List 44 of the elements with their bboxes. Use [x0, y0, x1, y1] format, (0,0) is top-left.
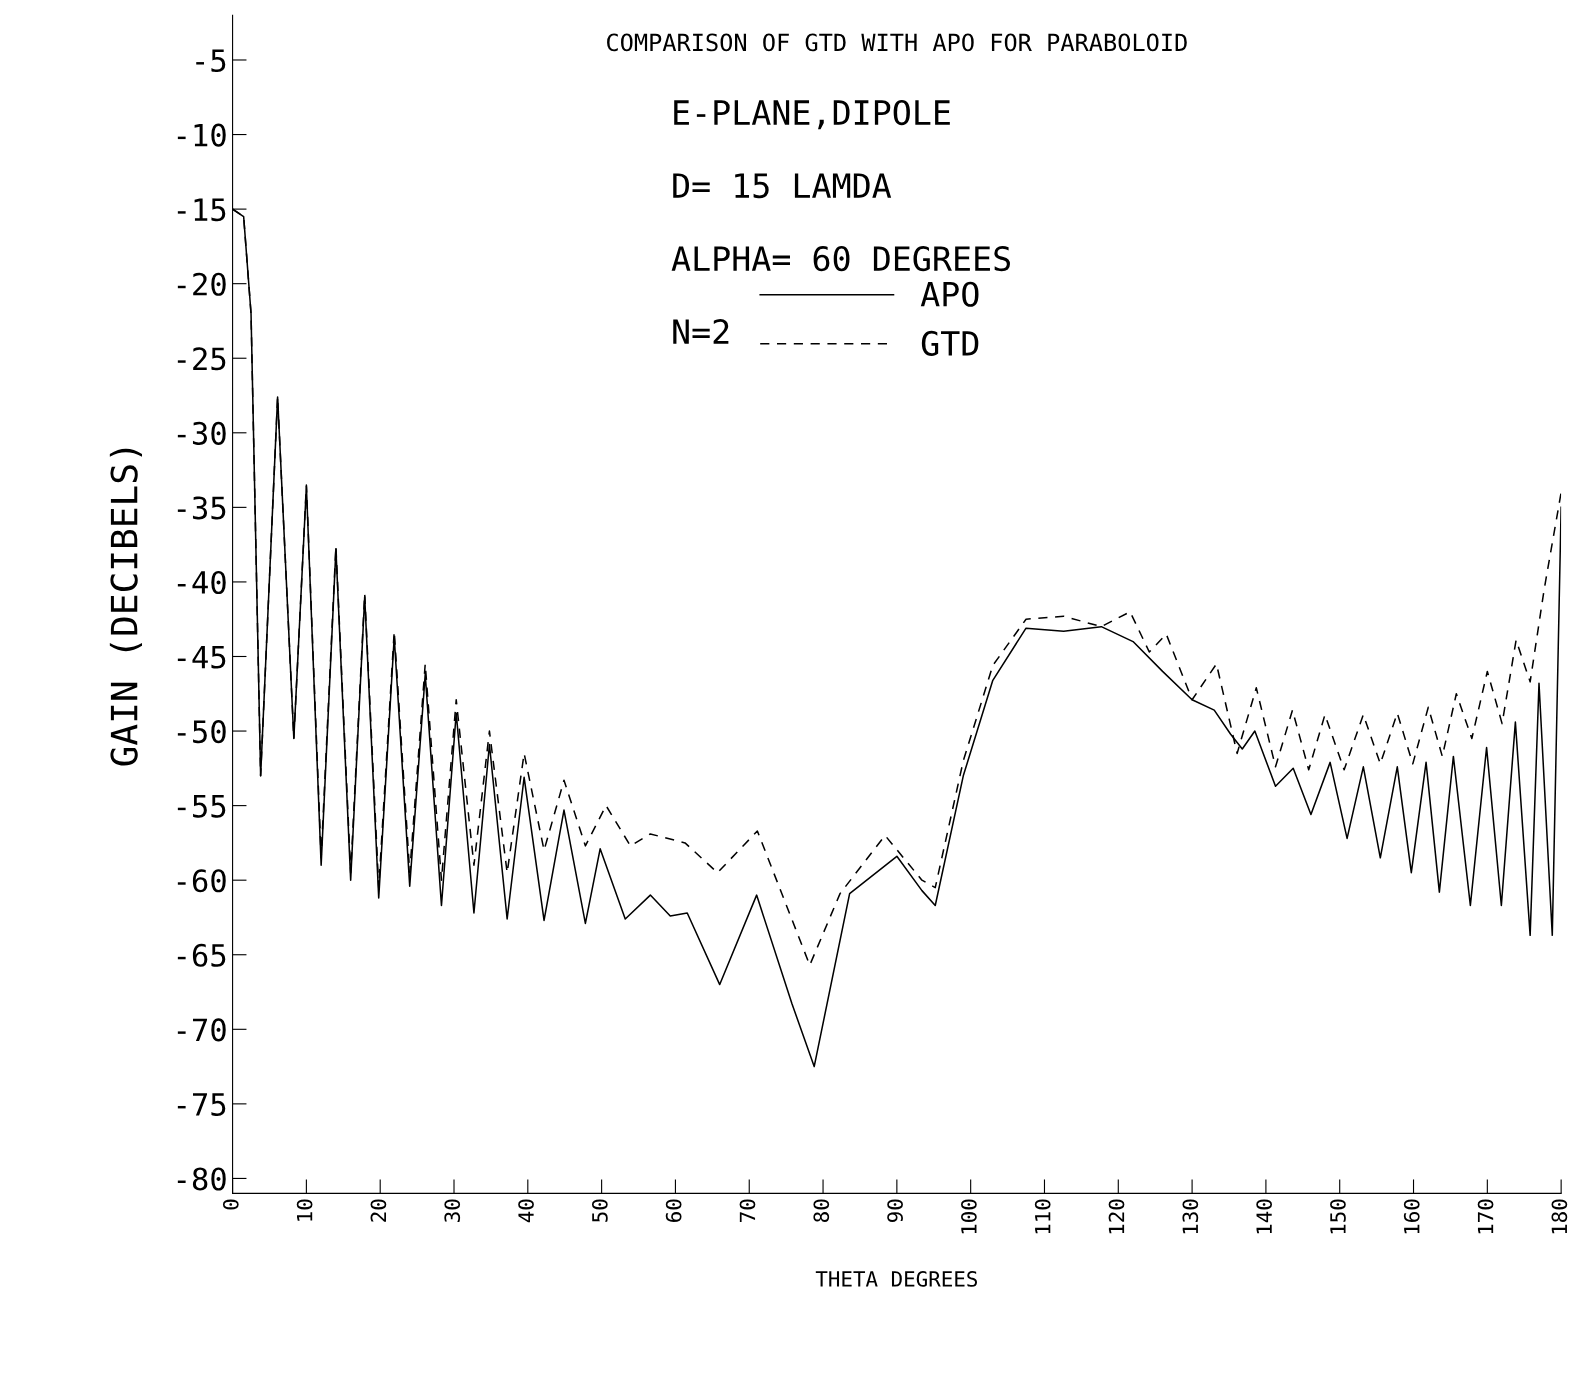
annotation: E-PLANE,DIPOLE: [674, 99, 950, 130]
x-tick-label: 170: [1477, 1199, 1494, 1234]
x-tick-label: 100: [961, 1199, 977, 1234]
x-tick-label: 80: [813, 1199, 830, 1222]
y-tick-label: -55: [177, 795, 226, 818]
x-tick-label: 160: [1403, 1199, 1420, 1234]
y-tick-label: -15: [177, 198, 226, 222]
x-tick-label: 50: [591, 1199, 608, 1222]
x-tick-label: 30: [444, 1199, 461, 1222]
y-tick-label: -75: [177, 1093, 226, 1116]
annotation: N=2: [673, 319, 729, 344]
x-axis-title: THETA DEGREES: [815, 1271, 978, 1287]
y-tick-label: -20: [177, 272, 226, 296]
x-tick-label: 150: [1330, 1199, 1346, 1234]
x-tick-label: 90: [887, 1199, 903, 1222]
y-tick-label: -5: [196, 49, 226, 73]
y-tick-label: -25: [177, 347, 226, 371]
x-tick-label: 140: [1256, 1199, 1272, 1234]
y-tick-label: -70: [177, 1018, 226, 1042]
y-tick-label: -35: [177, 496, 226, 520]
text: COMPARISON OF GTD WITH APO FOR PARABOLOID: [607, 33, 1187, 52]
x-tick-label: 10: [296, 1199, 313, 1221]
x-tick-label: 20: [370, 1199, 387, 1222]
annotation: D= 15 LAMDA: [673, 173, 892, 199]
y-tick-label: -30: [177, 421, 226, 445]
y-tick-label: -50: [177, 720, 226, 744]
annotation: ALPHA= 60 DEGREES: [671, 246, 1010, 272]
x-tick-label: 180: [1551, 1199, 1568, 1234]
y-tick-label: -60: [177, 869, 226, 893]
y-tick-label: -10: [177, 123, 226, 147]
x-tick-label: 70: [739, 1199, 756, 1222]
y-tick-label: -45: [177, 645, 226, 669]
legend-label: GTD: [921, 330, 979, 356]
y-tick-label: -65: [177, 943, 226, 967]
x-tick-label: 110: [1034, 1199, 1051, 1234]
x-tick-label: 60: [665, 1199, 682, 1222]
x-tick-label: 130: [1182, 1199, 1199, 1234]
y-tick-label: -80: [177, 1167, 226, 1191]
x-tick-label: 40: [518, 1199, 534, 1223]
legend-label: APO: [920, 281, 979, 307]
y-tick-label: -40: [177, 570, 226, 595]
x-tick-label: 120: [1108, 1199, 1125, 1234]
x-tick-label: 0: [222, 1199, 239, 1210]
y-axis-title: GAIN (DECIBELS): [109, 448, 143, 766]
